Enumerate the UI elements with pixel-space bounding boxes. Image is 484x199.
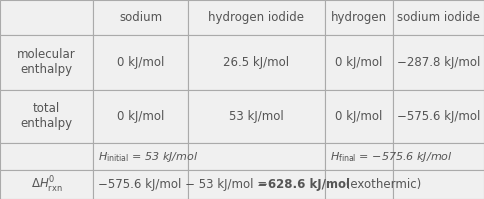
Text: $H_{\rm initial}$ = 53 kJ/mol: $H_{\rm initial}$ = 53 kJ/mol <box>98 149 198 164</box>
Bar <box>325 0 393 35</box>
Bar <box>0 90 93 143</box>
Bar <box>93 170 188 199</box>
Bar <box>393 90 484 143</box>
Text: 26.5 kJ/mol: 26.5 kJ/mol <box>224 56 289 69</box>
Bar <box>188 90 325 143</box>
Text: total
enthalpy: total enthalpy <box>20 102 73 131</box>
Bar <box>0 0 93 35</box>
Text: −628.6 kJ/mol: −628.6 kJ/mol <box>257 178 349 191</box>
Text: 0 kJ/mol: 0 kJ/mol <box>117 110 164 123</box>
Bar <box>393 35 484 90</box>
Bar <box>188 0 325 35</box>
Text: 0 kJ/mol: 0 kJ/mol <box>335 56 383 69</box>
Text: sodium iodide: sodium iodide <box>397 11 480 24</box>
Bar <box>393 143 484 170</box>
Text: $\Delta H^0_{\rm rxn}$: $\Delta H^0_{\rm rxn}$ <box>30 175 62 195</box>
Bar <box>93 0 188 35</box>
Bar <box>325 143 393 170</box>
Bar <box>325 35 393 90</box>
Bar <box>0 170 93 199</box>
Bar <box>93 90 188 143</box>
Text: −575.6 kJ/mol: −575.6 kJ/mol <box>397 110 480 123</box>
Bar <box>325 170 393 199</box>
Bar <box>188 170 325 199</box>
Text: 53 kJ/mol: 53 kJ/mol <box>229 110 284 123</box>
Text: 0 kJ/mol: 0 kJ/mol <box>335 110 383 123</box>
Bar <box>0 35 93 90</box>
Text: −575.6 kJ/mol − 53 kJ/mol =: −575.6 kJ/mol − 53 kJ/mol = <box>98 178 271 191</box>
Bar <box>188 35 325 90</box>
Text: hydrogen: hydrogen <box>331 11 387 24</box>
Bar <box>393 0 484 35</box>
Text: hydrogen iodide: hydrogen iodide <box>209 11 304 24</box>
Bar <box>93 35 188 90</box>
Text: $H_{\rm final}$ = −575.6 kJ/mol: $H_{\rm final}$ = −575.6 kJ/mol <box>330 149 453 164</box>
Bar <box>325 90 393 143</box>
Bar <box>393 170 484 199</box>
Bar <box>188 143 325 170</box>
Text: −287.8 kJ/mol: −287.8 kJ/mol <box>397 56 480 69</box>
Bar <box>93 143 188 170</box>
Bar <box>0 143 93 170</box>
Text: sodium: sodium <box>119 11 162 24</box>
Text: 0 kJ/mol: 0 kJ/mol <box>117 56 164 69</box>
Text: (exothermic): (exothermic) <box>342 178 422 191</box>
Text: molecular
enthalpy: molecular enthalpy <box>17 49 76 76</box>
